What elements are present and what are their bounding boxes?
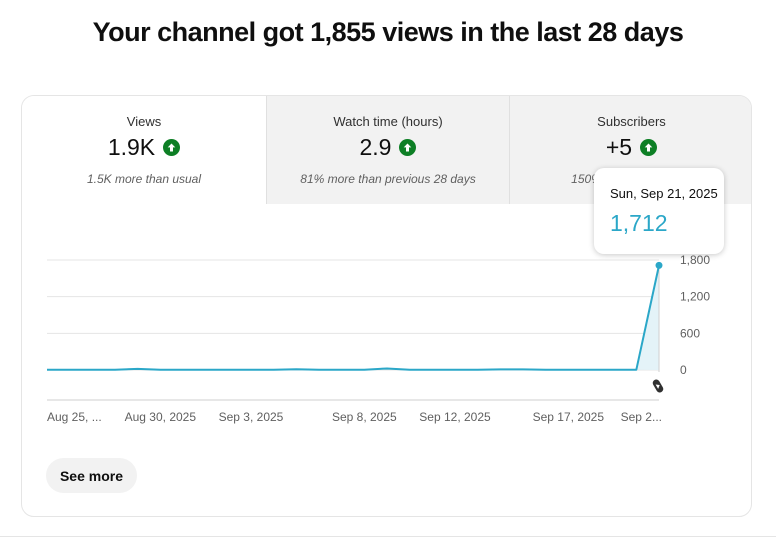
views-series-line: [47, 265, 660, 371]
arrow-up-circle-icon: [399, 139, 417, 156]
tab-comparison: 81% more than previous 28 days: [300, 172, 476, 186]
tab-value: 2.9: [359, 134, 392, 160]
tab-value: 1.9K: [107, 134, 156, 160]
y-tick-label: 600: [680, 326, 700, 340]
tab-value-row: 1.9K: [22, 134, 266, 161]
tab-title: Watch time (hours): [333, 114, 443, 129]
shorts-icon: [652, 379, 664, 393]
chart-tooltip: Sun, Sep 21, 2025 1,712: [594, 168, 724, 254]
x-tick-label: Aug 25, ...: [47, 410, 102, 424]
x-tick-label: Sep 8, 2025: [332, 410, 397, 424]
data-point: [655, 261, 663, 269]
see-more-button[interactable]: See more: [46, 458, 137, 493]
y-tick-label: 1,200: [680, 290, 710, 304]
x-tick-label: Sep 12, 2025: [419, 410, 491, 424]
page-headline: Your channel got 1,855 views in the last…: [92, 17, 684, 47]
tooltip-date: Sun, Sep 21, 2025: [610, 186, 718, 201]
x-tick-label: Aug 30, 2025: [125, 410, 197, 424]
tab-value-row: +5: [510, 134, 751, 161]
arrow-up-circle-icon: [640, 139, 658, 156]
x-tick-label: Sep 17, 2025: [533, 410, 605, 424]
tab-watch-time[interactable]: Watch time (hours) 2.9 81% more than pre…: [266, 96, 510, 204]
views-line-chart: 1,800 1,200 600 0 Aug 25, ... Aug 30, 2025 Sep…: [47, 253, 710, 424]
tab-value-row: 2.9: [267, 134, 509, 161]
page-divider: [0, 536, 776, 537]
y-tick-label: 0: [680, 363, 687, 377]
arrow-up-circle-icon: [163, 139, 181, 156]
x-tick-label: Sep 3, 2025: [219, 410, 284, 424]
tab-views[interactable]: Views 1.9K 1.5K more than usual: [22, 96, 266, 204]
tooltip-value: 1,712: [610, 210, 668, 236]
x-tick-label: Sep 2...: [621, 410, 662, 424]
views-summary-card: Views 1.9K 1.5K more than usual Watch ti…: [21, 95, 752, 517]
tab-title: Views: [126, 114, 162, 129]
tab-title: Subscribers: [597, 114, 666, 129]
tab-comparison: 1.5K more than usual: [86, 172, 202, 186]
tab-value: +5: [605, 134, 633, 160]
y-tick-label: 1,800: [680, 253, 710, 267]
